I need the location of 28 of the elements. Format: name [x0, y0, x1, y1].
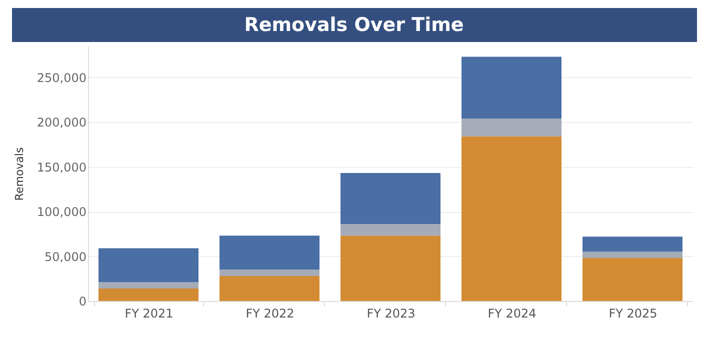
bar [340, 236, 440, 301]
bar [220, 270, 320, 276]
bar [220, 276, 320, 301]
y-tick-label: 0 [78, 294, 86, 308]
bar [98, 248, 198, 282]
y-tick-label: 250,000 [36, 70, 86, 85]
x-tick-label: FY 2022 [246, 306, 294, 320]
bar [462, 118, 562, 136]
y-tick-label: 200,000 [36, 116, 86, 130]
y-tick-label: 100,000 [36, 205, 86, 220]
bar [98, 288, 198, 301]
bar [582, 236, 682, 252]
bar [98, 282, 198, 288]
bar [582, 252, 682, 258]
y-tick-label: 50,000 [44, 250, 86, 264]
x-tick-label: FY 2025 [608, 306, 658, 320]
bar [220, 236, 320, 270]
bar [462, 136, 562, 301]
bar [462, 56, 562, 118]
chart-title: Removals Over Time [244, 14, 464, 36]
x-tick-label: FY 2021 [124, 306, 174, 320]
bar [582, 258, 682, 301]
bar [340, 224, 440, 236]
bar [340, 173, 440, 224]
y-axis-title: Removals [12, 147, 26, 201]
x-tick-label: FY 2023 [366, 306, 416, 320]
y-tick-label: 150,000 [36, 160, 86, 174]
x-tick-label: FY 2024 [488, 306, 536, 320]
